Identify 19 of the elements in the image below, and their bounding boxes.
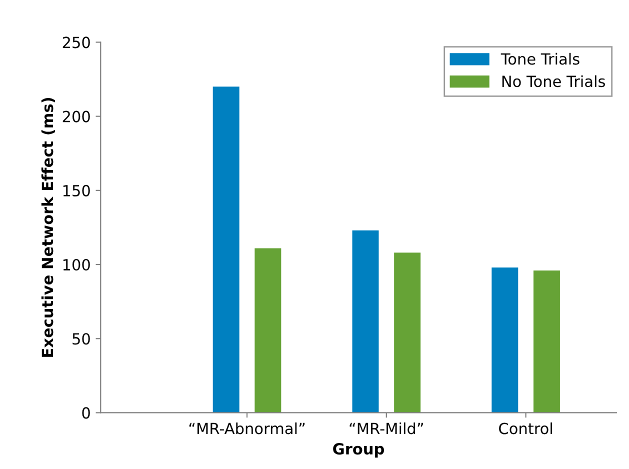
y-tick-label: 100: [63, 258, 90, 271]
y-tick-label: 0: [82, 407, 90, 419]
x-tick-label: “MR-Mild”: [350, 422, 423, 434]
bar: [212, 86, 240, 413]
bar: [394, 252, 421, 413]
bar: [254, 248, 282, 413]
legend-label: Tone Trials: [500, 52, 580, 65]
x-tick-label: Control: [499, 422, 552, 434]
x-axis-title: Group: [333, 443, 384, 458]
y-axis-title: Executive Network Effect (ms): [41, 98, 56, 357]
x-tick-label: “MR-Abnormal”: [189, 422, 305, 434]
y-tick-label: 200: [62, 110, 90, 122]
y-tick-label: 150: [63, 184, 90, 196]
bar: [492, 267, 518, 413]
bar: [533, 270, 560, 413]
legend-label: No Tone Trials: [502, 75, 605, 88]
y-tick-label: 250: [62, 36, 90, 48]
bar: [352, 230, 379, 413]
y-tick-label: 50: [72, 333, 90, 345]
